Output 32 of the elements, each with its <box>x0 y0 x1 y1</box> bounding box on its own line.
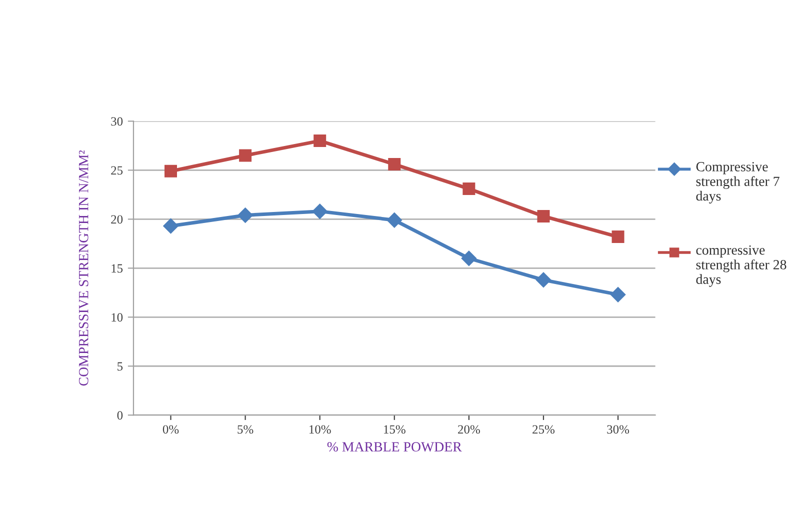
y-tick-label: 10 <box>112 313 123 322</box>
legend-label: compressive strength after 28 days <box>696 245 786 287</box>
point <box>462 182 476 196</box>
point <box>164 164 178 178</box>
x-tick-label: 5% <box>238 425 254 434</box>
x-axis-title: % MARBLE POWDER <box>327 442 462 452</box>
x-tick-label: 15% <box>384 425 406 434</box>
y-tick-label: 25 <box>111 166 123 175</box>
point <box>388 158 401 171</box>
x-tick-label: 10% <box>309 425 331 434</box>
y-tick-label: 15 <box>112 264 123 273</box>
x-tick-label: 30% <box>607 425 630 434</box>
y-tick-label: 20 <box>111 215 123 224</box>
point <box>312 204 328 219</box>
point <box>238 208 253 223</box>
x-tick-label: 25% <box>532 425 555 434</box>
y-tick-label: 5 <box>118 362 123 371</box>
x-tick-label: 20% <box>458 425 480 434</box>
y-tick-label: 30 <box>111 117 123 126</box>
point <box>461 250 476 266</box>
y-axis-title: COMPRESSIVE STRENGTH IN N/MM² <box>78 150 88 386</box>
point <box>612 230 624 244</box>
point <box>536 272 552 288</box>
point <box>537 210 550 222</box>
point <box>386 212 402 228</box>
point <box>239 149 252 162</box>
point <box>163 218 178 234</box>
point <box>610 287 626 302</box>
legend-label: Compressive strength after 7 days <box>696 162 780 204</box>
x-tick-label: 0% <box>162 425 179 434</box>
y-tick-label: 0 <box>117 411 123 420</box>
point <box>314 134 326 148</box>
